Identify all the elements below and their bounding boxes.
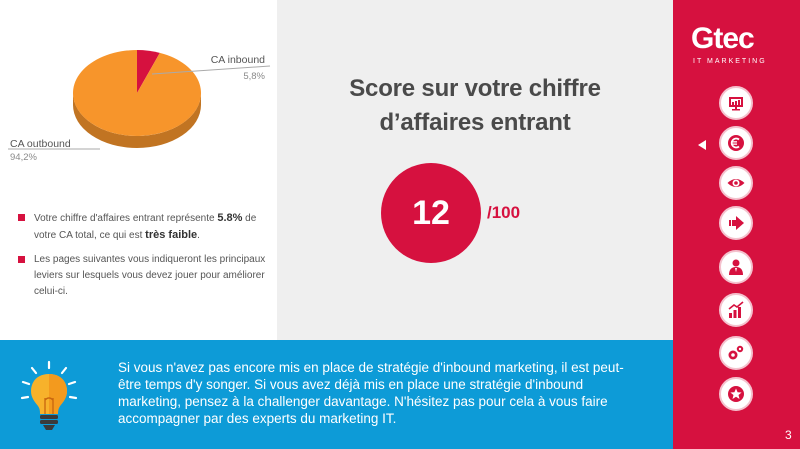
banner-text: Si vous n'avez pas encore mis en place d… bbox=[118, 360, 624, 426]
outbound-label: CA outbound bbox=[10, 138, 71, 150]
bullet-item-next-pages: Les pages suivantes vous indiqueront les… bbox=[18, 252, 273, 300]
inbound-value: 5,8% bbox=[243, 71, 265, 82]
nav-revenue[interactable] bbox=[719, 126, 753, 160]
pie-chart: CA inbound 5,8% CA outbound 94,2% bbox=[8, 50, 271, 163]
person-icon bbox=[729, 259, 743, 275]
nav-presentation[interactable] bbox=[719, 86, 753, 120]
bullet-marker bbox=[18, 214, 25, 221]
score-title-line1: Score sur votre chiffre bbox=[349, 75, 601, 102]
gears-icon bbox=[728, 345, 744, 360]
score-title: Score sur votre chiffre d’affaires entra… bbox=[277, 72, 673, 140]
star-icon bbox=[728, 386, 744, 402]
logo: Gtec IT MARKETING bbox=[691, 22, 786, 72]
page-number: 3 bbox=[785, 428, 792, 442]
chart-icon bbox=[728, 301, 744, 318]
nav-conversion[interactable] bbox=[719, 206, 753, 240]
bullet-item-revenue: Votre chiffre d'affaires entrant représe… bbox=[18, 210, 273, 244]
bullet-marker bbox=[18, 256, 25, 263]
arrow-right-icon bbox=[729, 216, 744, 230]
bullet-text: de votre CA total, ce qui est bbox=[34, 213, 257, 241]
score-total: /100 bbox=[487, 203, 521, 222]
bullet-highlight-rating: très faible bbox=[145, 229, 198, 241]
eye-icon bbox=[727, 179, 745, 187]
outbound-value: 94,2% bbox=[10, 152, 37, 163]
left-panel: CA inbound 5,8% CA outbound 94,2% Votre … bbox=[0, 0, 277, 340]
bullet-text: Votre chiffre d'affaires entrant représe… bbox=[34, 213, 218, 224]
bullet-text: . bbox=[197, 230, 200, 241]
bullet-text: Les pages suivantes vous indiqueront les… bbox=[34, 254, 266, 297]
score-value: 12 bbox=[381, 163, 481, 263]
bullet-list: Votre chiffre d'affaires entrant représe… bbox=[18, 210, 273, 308]
nav-person[interactable] bbox=[719, 250, 753, 284]
nav-settings[interactable] bbox=[719, 336, 753, 370]
logo-subtitle: IT MARKETING bbox=[693, 58, 767, 65]
bullet-highlight-percent: 5.8% bbox=[217, 212, 243, 224]
score-title-line2: d’affaires entrant bbox=[379, 109, 571, 136]
nav-analytics[interactable] bbox=[719, 293, 753, 327]
nav-rating[interactable] bbox=[719, 377, 753, 411]
pie-slice-outbound bbox=[73, 50, 201, 136]
presentation-icon bbox=[729, 97, 743, 111]
logo-mark: Gtec bbox=[691, 22, 755, 55]
lightbulb-icon bbox=[20, 360, 78, 430]
score-panel: Score sur votre chiffre d’affaires entra… bbox=[277, 0, 673, 340]
inbound-label: CA inbound bbox=[211, 54, 265, 66]
euro-icon bbox=[728, 135, 744, 151]
advice-banner: Si vous n'avez pas encore mis en place d… bbox=[0, 340, 673, 449]
inbound-leader-line bbox=[151, 65, 271, 75]
pie-slice-inbound bbox=[137, 50, 160, 93]
pie-slice-side bbox=[73, 93, 201, 148]
active-indicator-icon bbox=[698, 140, 706, 150]
nav-visibility[interactable] bbox=[719, 166, 753, 200]
sidebar: Gtec IT MARKETING bbox=[673, 0, 800, 449]
